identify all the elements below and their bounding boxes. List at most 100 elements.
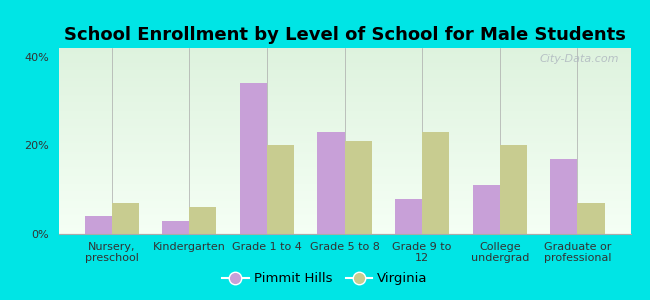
Bar [58,126,630,128]
Bar [58,121,630,122]
Bar [58,83,630,85]
Bar [58,202,630,204]
Bar [58,134,630,135]
Bar [58,135,630,137]
Bar [58,72,630,74]
Bar [267,146,294,234]
Bar [58,154,630,156]
Bar [58,87,630,89]
Bar [58,100,630,102]
Bar [58,74,630,76]
Bar [577,203,605,234]
Bar [58,175,630,176]
Bar [58,200,630,202]
Bar [58,215,630,217]
Bar [58,98,630,100]
Bar [58,163,630,165]
Bar [58,111,630,113]
Bar [58,48,630,50]
Bar [58,113,630,115]
Bar [58,57,630,59]
Bar [58,167,630,169]
Bar [58,93,630,94]
Bar [58,219,630,221]
Bar [317,132,344,234]
Bar [58,226,630,228]
Legend: Pimmit Hills, Virginia: Pimmit Hills, Virginia [217,267,433,290]
Bar [58,165,630,167]
Bar [58,56,630,57]
Bar [240,83,267,234]
Bar [84,216,112,234]
Bar [58,206,630,208]
Bar [58,110,630,111]
Bar [58,70,630,72]
Bar [58,54,630,56]
Bar [58,76,630,78]
Bar [58,132,630,134]
Bar [58,141,630,143]
Bar [422,132,449,234]
Bar [58,82,630,83]
Bar [58,96,630,98]
Bar [58,78,630,80]
Bar [58,186,630,188]
Bar [58,161,630,163]
Bar [58,119,630,121]
Bar [58,221,630,223]
Bar [58,193,630,195]
Bar [58,189,630,191]
Bar [58,184,630,186]
Bar [58,85,630,87]
Bar [58,91,630,93]
Bar [58,172,630,175]
Bar [112,203,139,234]
Bar [58,228,630,230]
Bar [58,180,630,182]
Bar [58,152,630,154]
Bar [58,223,630,225]
Bar [58,150,630,152]
Bar [58,171,630,172]
Bar [58,115,630,117]
Bar [58,210,630,212]
Bar [58,139,630,141]
Bar [58,147,630,148]
Bar [58,102,630,104]
Bar [58,59,630,61]
Bar [58,148,630,150]
Bar [58,197,630,199]
Bar [500,146,527,234]
Bar [58,214,630,215]
Bar [58,107,630,110]
Bar [58,117,630,119]
Bar [58,128,630,130]
Bar [344,141,372,234]
Bar [58,80,630,82]
Bar [58,208,630,210]
Bar [58,191,630,193]
Bar [58,65,630,67]
Bar [58,225,630,226]
Bar [58,130,630,132]
Bar [58,160,630,161]
Bar [58,178,630,180]
Bar [58,145,630,147]
Bar [58,182,630,184]
Bar [58,195,630,197]
Bar [58,124,630,126]
Bar [58,212,630,214]
Bar [58,188,630,189]
Title: School Enrollment by Level of School for Male Students: School Enrollment by Level of School for… [64,26,625,44]
Bar [58,156,630,158]
Bar [162,221,189,234]
Bar [58,217,630,219]
Bar [473,185,500,234]
Bar [58,68,630,70]
Bar [58,137,630,139]
Bar [58,94,630,96]
Bar [58,232,630,234]
Bar [58,106,630,107]
Bar [58,63,630,65]
Bar [58,52,630,54]
